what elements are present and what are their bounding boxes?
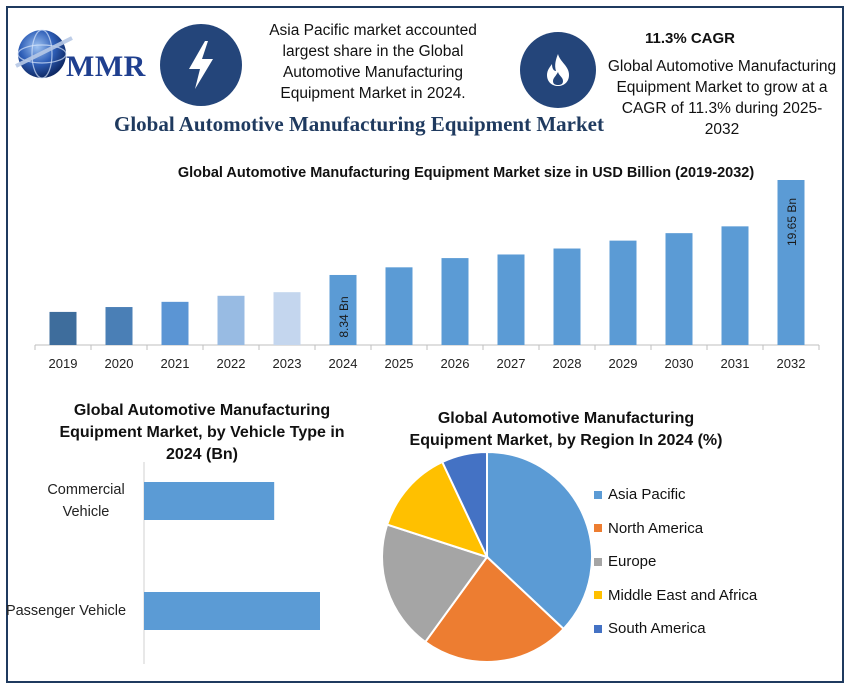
bar-2029 <box>609 240 637 345</box>
bar-2032 <box>777 180 805 345</box>
cagr-callout: Global Automotive Manufacturing Equipmen… <box>607 58 837 138</box>
bar-2022 <box>217 295 245 345</box>
y-tick-label: Commercial <box>47 482 124 498</box>
lightning-bolt-icon <box>160 24 242 106</box>
legend-label: Asia Pacific <box>608 486 686 504</box>
x-tick-label: 2023 <box>273 356 302 371</box>
bar-2024 <box>329 274 357 345</box>
legend-label: South America <box>608 620 706 638</box>
slice-middle-east-and-africa <box>385 460 489 559</box>
y-tick-label: Vehicle <box>63 504 110 520</box>
slice-asia-pacific <box>486 450 593 631</box>
x-tick-label: 2022 <box>217 356 246 371</box>
mmr-logo: MMR <box>14 22 156 88</box>
x-tick-label: 2030 <box>665 356 694 371</box>
region-pie-chart <box>381 450 593 663</box>
legend-item-south-america: South America <box>594 612 757 646</box>
legend-swatch <box>594 624 602 633</box>
x-tick-label: 2029 <box>609 356 638 371</box>
bar-2027 <box>497 254 525 345</box>
bar-2030 <box>665 233 693 345</box>
x-tick-label: 2027 <box>497 356 526 371</box>
logo-text: MMR <box>66 50 146 83</box>
slice-south-america <box>440 450 488 558</box>
bar-2019 <box>49 311 77 345</box>
legend-item-north-america: North America <box>594 512 757 546</box>
asia-pacific-callout: Asia Pacific market accounted largest sh… <box>269 22 477 102</box>
market-size-bar-chart: 2019 2020 2021 2022 2023 2024 8.34 Bn 2025 2026 2… <box>34 180 820 371</box>
cagr-title: 11.3% CAGR <box>644 30 736 47</box>
legend-swatch <box>594 591 602 600</box>
x-tick-label: 2021 <box>161 356 190 371</box>
region-legend: Asia Pacific North America Europe Middle Ea… <box>594 478 757 646</box>
x-tick-label: 2024 <box>329 356 358 371</box>
legend-item-asia-pacific: Asia Pacific <box>594 478 757 512</box>
bar-2031 <box>721 226 749 345</box>
x-tick-label: 2032 <box>777 356 806 371</box>
legend-label: Middle East and Africa <box>608 586 758 604</box>
legend-label: North America <box>608 519 704 537</box>
vehicle-type-bar-chart: Commercial Vehicle Passenger Vehicle <box>6 462 320 664</box>
x-tick-label: 2025 <box>385 356 414 371</box>
bar-2026 <box>441 258 469 345</box>
bar-commercial-vehicle <box>144 482 275 520</box>
legend-swatch <box>594 524 602 533</box>
legend-item-middle-east-and-africa: Middle East and Africa <box>594 579 757 613</box>
legend-swatch <box>594 557 602 566</box>
x-tick-label: 2026 <box>441 356 470 371</box>
bar-2023 <box>273 292 301 345</box>
data-label-2032: 19.65 Bn <box>785 198 799 246</box>
y-tick-label: Passenger Vehicle <box>6 603 126 619</box>
globe-icon <box>15 29 73 79</box>
slice-europe <box>381 523 489 644</box>
legend-label: Europe <box>608 553 657 571</box>
bar-2020 <box>105 307 133 345</box>
x-tick-label: 2020 <box>105 356 134 371</box>
bar-2028 <box>553 248 581 345</box>
bar-passenger-vehicle <box>144 592 320 630</box>
x-tick-label: 2028 <box>553 356 582 371</box>
x-tick-label: 2019 <box>49 356 78 371</box>
data-label-2024: 8.34 Bn <box>337 296 351 337</box>
bar-2025 <box>385 267 413 345</box>
vehicle-type-chart-title: Global Automotive Manufacturing Equipmen… <box>59 402 345 463</box>
market-size-chart-title: Global Automotive Manufacturing Equipmen… <box>177 165 755 181</box>
flame-icon <box>520 32 596 108</box>
x-tick-label: 2031 <box>721 356 750 371</box>
main-title: Global Automotive Manufacturing Equipmen… <box>113 112 604 136</box>
legend-swatch <box>594 490 602 499</box>
slice-north-america <box>423 555 565 663</box>
legend-item-europe: Europe <box>594 545 757 579</box>
bar-2021 <box>161 301 189 345</box>
region-chart-title: Global Automotive Manufacturing Equipmen… <box>409 410 723 449</box>
